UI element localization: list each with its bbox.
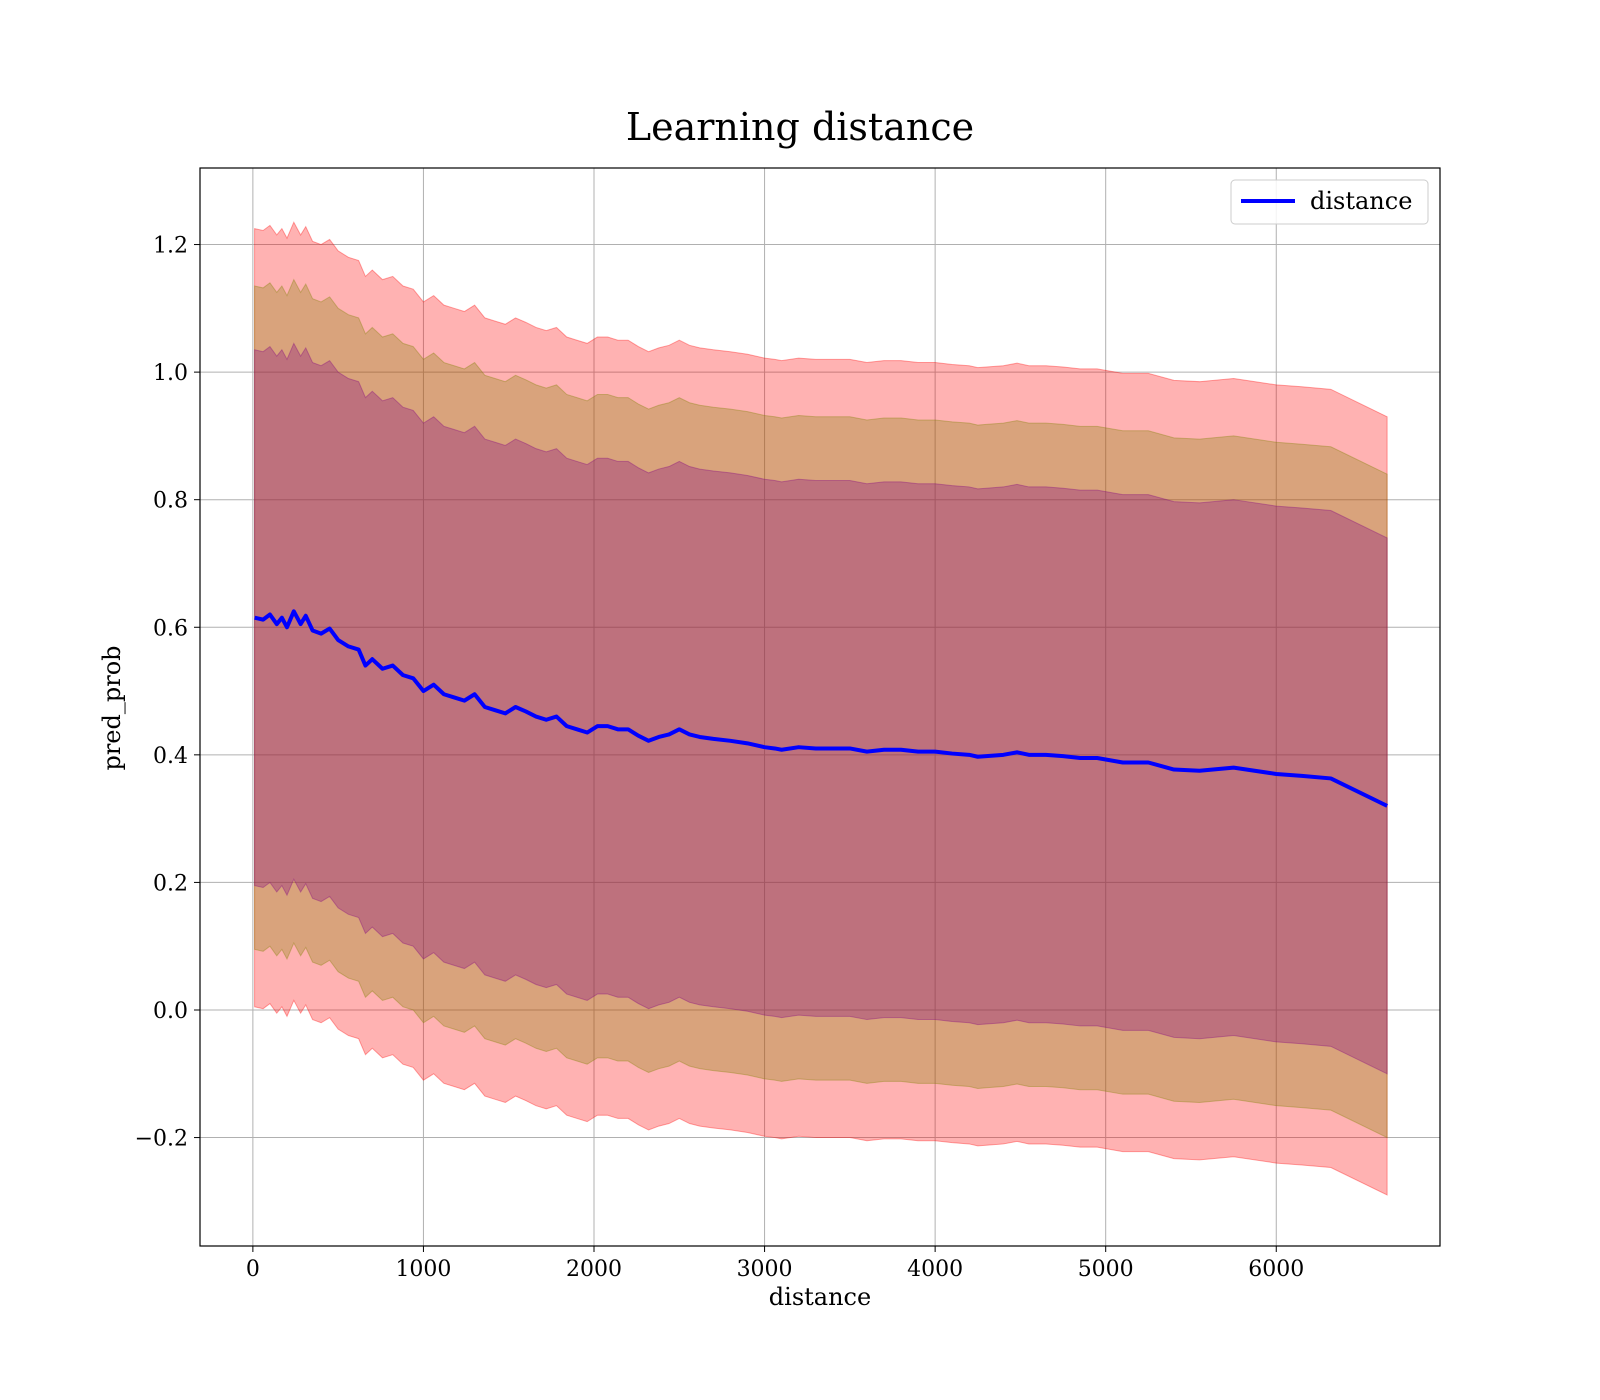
plot-frame [199, 167, 1441, 1247]
x-axis-label: distance [769, 1283, 871, 1311]
x-tick-label: 2000 [566, 1257, 622, 1282]
y-tick-label: −0.2 [135, 1127, 188, 1152]
x-tick-label: 1000 [395, 1257, 451, 1282]
confidence-bands [254, 221, 1388, 1196]
y-tick-label: 0.8 [153, 489, 188, 514]
confidence-band-1 [254, 221, 1388, 1196]
confidence-band-2 [254, 278, 1388, 1139]
series-lines [254, 609, 1389, 808]
chart-title: Learning distance [626, 105, 974, 149]
grid [200, 168, 1440, 1246]
axis-ticks: 0 1000 2000 3000 4000 5000 6000 −0.2 0.0 0.2 0.4 0.… [135, 234, 1305, 1282]
legend-label-distance: distance [1310, 187, 1412, 215]
y-axis-label: pred_prob [98, 645, 126, 770]
y-tick-label: 1.0 [153, 361, 188, 386]
legend-box [1230, 179, 1429, 225]
x-tick-label: 5000 [1078, 1257, 1134, 1282]
y-tick-label: 0.0 [153, 999, 188, 1024]
series-line-distance [254, 609, 1389, 808]
y-tick-label: 0.6 [153, 616, 188, 641]
confidence-band-3 [254, 342, 1388, 1075]
x-tick-label: 0 [246, 1257, 260, 1282]
y-tick-label: 1.2 [153, 234, 188, 259]
y-tick-label: 0.4 [153, 744, 188, 769]
x-tick-label: 4000 [907, 1257, 963, 1282]
x-tick-label: 3000 [737, 1257, 793, 1282]
x-tick-label: 6000 [1248, 1257, 1304, 1282]
legend: distance [1230, 179, 1429, 225]
y-tick-label: 0.2 [153, 871, 188, 896]
